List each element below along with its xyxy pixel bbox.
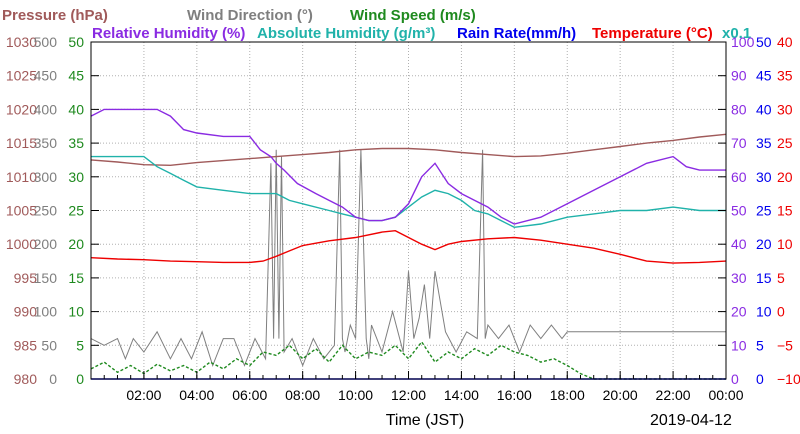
y-tick-label-rain: 30 [756,169,772,185]
legend-label-wind_dir: Wind Direction (°) [187,7,313,24]
x-tick-label: 04:00 [179,387,214,403]
legend-label-abs_hum: Absolute Humidity (g/m³) [257,25,435,42]
y-tick-label-wind_dir: 100 [34,304,58,320]
y-tick-label-wind_speed: 15 [68,270,84,286]
y-tick-label-rain: 40 [756,101,772,117]
y-tick-label-rain: 20 [756,236,772,252]
y-tick-label-rel_hum: 50 [731,203,747,219]
y-tick-label-wind_dir: 350 [34,135,58,151]
x-tick-label: 16:00 [497,387,532,403]
x-tick-label: 12:00 [391,387,426,403]
x-tick-label: 08:00 [285,387,320,403]
y-tick-label-wind_dir: 500 [34,34,58,50]
y-tick-label-wind_speed: 5 [76,337,84,353]
y-tick-label-rel_hum: 100 [731,34,755,50]
y-tick-label-temp: 10 [777,236,793,252]
y-tick-label-rel_hum: 60 [731,169,747,185]
x-tick-label: 10:00 [338,387,373,403]
y-tick-label-pressure: 1030 [6,34,37,50]
x-tick-label: 06:00 [232,387,267,403]
y-tick-label-wind_speed: 30 [68,169,84,185]
y-tick-label-temp: 30 [777,101,793,117]
x-axis-label: Time (JST) [386,412,465,429]
y-tick-label-temp: 35 [777,68,793,84]
y-tick-label-wind_dir: 150 [34,270,58,286]
y-tick-label-temp: 0 [777,304,785,320]
y-tick-label-wind_dir: 50 [41,337,57,353]
series-line-wind_dir [90,149,726,367]
y-tick-label-rain: 50 [756,34,772,50]
legend-label-pressure: Pressure (hPa) [2,7,108,24]
y-tick-label-temp: 5 [777,270,785,286]
y-tick-label-wind_dir: 0 [49,371,57,387]
y-tick-label-temp: 15 [777,203,793,219]
y-tick-label-wind_speed: 0 [76,371,84,387]
y-tick-label-temp: 40 [777,34,793,50]
y-tick-label-rain: 0 [756,371,764,387]
y-tick-label-wind_dir: 250 [34,203,58,219]
series-line-temp [90,229,727,264]
y-tick-label-rel_hum: 20 [731,304,747,320]
y-tick-label-rain: 25 [756,203,772,219]
y-tick-label-wind_speed: 40 [68,101,84,117]
legend-label-abs_hum: x0.1 [722,25,751,42]
plot-series [90,108,727,380]
x-tick-label: 20:00 [603,387,638,403]
y-tick-label-pressure: 1010 [6,169,37,185]
y-tick-label-rel_hum: 70 [731,135,747,151]
legend-label-rel_hum: Relative Humidity (%) [92,25,245,42]
axes: 9809859909951000100510101015102010251030… [6,34,800,403]
y-tick-label-wind_dir: 200 [34,236,58,252]
x-tick-label: 14:00 [444,387,479,403]
y-tick-label-rain: 5 [756,337,764,353]
x-tick-label: 18:00 [550,387,585,403]
y-tick-label-wind_speed: 45 [68,68,84,84]
legend-label-temp: Temperature (°C) [592,25,713,42]
y-tick-label-wind_speed: 10 [68,304,84,320]
series-line-rel_hum [90,108,726,225]
y-tick-label-rel_hum: 80 [731,101,747,117]
y-tick-label-pressure: 1025 [6,68,37,84]
x-tick-label: 22:00 [656,387,691,403]
y-tick-label-temp: 20 [777,169,793,185]
x-tick-label: 00:00 [708,387,743,403]
y-tick-label-pressure: 1005 [6,203,37,219]
y-tick-label-temp: −5 [777,337,793,353]
y-tick-label-wind_speed: 35 [68,135,84,151]
y-tick-label-pressure: 995 [14,270,38,286]
y-tick-label-pressure: 1015 [6,135,37,151]
series-line-wind_speed [90,340,726,380]
legend-label-rain: Rain Rate(mm/h) [457,25,576,42]
y-tick-label-wind_dir: 450 [34,68,58,84]
y-tick-label-temp: −10 [777,371,800,387]
y-tick-label-rain: 45 [756,68,772,84]
y-tick-label-wind_speed: 50 [68,34,84,50]
y-tick-label-pressure: 990 [14,304,38,320]
series-line-pressure [90,133,727,167]
x-tick-label: 02:00 [126,387,161,403]
y-tick-label-rain: 35 [756,135,772,151]
y-tick-label-pressure: 1000 [6,236,37,252]
y-tick-label-rain: 15 [756,270,772,286]
y-tick-label-wind_dir: 400 [34,101,58,117]
y-tick-label-rel_hum: 10 [731,337,747,353]
y-tick-label-wind_speed: 20 [68,236,84,252]
y-tick-label-rel_hum: 40 [731,236,747,252]
y-tick-label-pressure: 1020 [6,101,37,117]
y-tick-label-rain: 10 [756,304,772,320]
y-tick-label-pressure: 980 [14,371,38,387]
y-tick-label-pressure: 985 [14,337,38,353]
date-label: 2019-04-12 [650,412,732,429]
y-tick-label-wind_speed: 25 [68,203,84,219]
legend-label-wind_speed: Wind Speed (m/s) [350,7,476,24]
y-tick-label-wind_dir: 300 [34,169,58,185]
y-tick-label-rel_hum: 30 [731,270,747,286]
y-tick-label-rel_hum: 0 [731,371,739,387]
y-tick-label-temp: 25 [777,135,793,151]
legend: Pressure (hPa) Wind Direction (°) Wind Spe… [2,7,751,42]
y-tick-label-rel_hum: 90 [731,68,747,84]
